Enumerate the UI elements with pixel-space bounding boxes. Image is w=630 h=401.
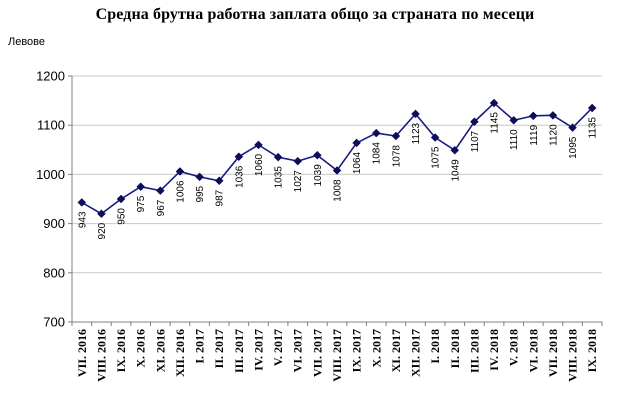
data-label: 1049 [450, 159, 461, 182]
data-point [587, 103, 597, 113]
data-point [450, 145, 460, 155]
x-tick-label: V. 2017 [271, 329, 285, 366]
x-tick-label: III. 2018 [467, 329, 481, 373]
data-label: 1036 [234, 165, 245, 188]
data-point [195, 172, 204, 182]
data-point [411, 109, 420, 119]
data-point [371, 128, 381, 138]
data-point [391, 131, 401, 141]
data-point [77, 198, 87, 207]
data-label: 943 [77, 211, 88, 228]
data-point [332, 166, 342, 175]
data-label: 1110 [509, 129, 520, 150]
data-label: 1084 [372, 142, 383, 165]
x-tick-label: VIII. 2018 [566, 329, 580, 382]
data-point [430, 133, 440, 142]
x-tick-label: V. 2018 [507, 329, 521, 366]
data-point [470, 117, 479, 127]
data-label: 1119 [529, 124, 540, 145]
data-label: 1035 [274, 166, 285, 189]
data-point [214, 176, 224, 186]
x-tick-label: VII. 2017 [310, 329, 324, 377]
y-tick-label: 1100 [37, 118, 65, 133]
x-tick-label: IV. 2017 [251, 329, 265, 371]
data-label: 1107 [470, 130, 481, 152]
data-point [234, 152, 244, 162]
data-label: 950 [117, 208, 128, 225]
data-label: 1145 [490, 112, 501, 134]
x-tick-label: I. 2017 [193, 329, 207, 364]
data-label: 995 [195, 185, 206, 202]
y-axis-unit-label: Левове [8, 36, 46, 48]
x-tick-labels: VII. 2016 VIII. 2016 IX. 2016 X. 2016 XI. 20… [75, 329, 599, 382]
x-tick-label: VII. 2016 [75, 329, 89, 377]
x-tick-label: IX. 2018 [585, 329, 599, 372]
data-label: 1027 [293, 170, 304, 193]
x-tick-label: II. 2018 [448, 329, 462, 368]
data-label: 1123 [411, 122, 422, 144]
data-point [155, 186, 165, 195]
data-point [273, 152, 283, 162]
data-label: 1135 [588, 117, 599, 139]
x-tick-label: XI. 2016 [153, 329, 167, 372]
data-point [254, 140, 263, 150]
data-point [489, 98, 499, 108]
y-tick-label: 800 [43, 265, 65, 280]
x-tick-label: VIII. 2016 [94, 329, 108, 382]
x-tick-label: VII. 2018 [546, 329, 560, 377]
data-point [116, 194, 126, 204]
data-label: 975 [136, 195, 147, 212]
x-tick-label: III. 2017 [232, 329, 246, 373]
data-point [293, 156, 303, 166]
x-tick-label: IX. 2017 [350, 329, 364, 372]
x-tick-label: IX. 2016 [114, 329, 128, 372]
x-tick-label: XII. 2017 [409, 329, 423, 377]
y-tick-label: 900 [43, 216, 65, 231]
x-tick-label: X. 2017 [369, 329, 383, 368]
x-tick-label: I. 2018 [428, 329, 442, 364]
data-point [313, 150, 322, 160]
data-label: 987 [215, 189, 226, 206]
data-label: 1008 [333, 179, 344, 202]
axes [68, 75, 603, 326]
data-label: 1120 [548, 124, 559, 146]
data-label: 1006 [175, 180, 186, 203]
chart-title: Средна брутна работна заплата общо за ст… [95, 6, 535, 23]
data-point [509, 115, 519, 125]
data-point [352, 138, 361, 148]
data-point [97, 209, 106, 219]
data-label: 1064 [352, 151, 363, 174]
y-tick-labels: 700 800 900 1000 1100 1200 [36, 69, 65, 330]
data-label: 1078 [391, 145, 402, 168]
y-tick-label: 1000 [36, 167, 65, 182]
x-tick-label: VI. 2017 [291, 329, 305, 372]
data-points [77, 98, 597, 219]
x-tick-label: XI. 2017 [389, 329, 403, 372]
data-label: 1060 [254, 153, 265, 176]
data-point [568, 123, 577, 133]
x-tick-label: X. 2016 [134, 329, 148, 368]
x-tick-label: XII. 2016 [173, 329, 187, 377]
data-label: 1095 [568, 136, 579, 159]
data-label: 920 [97, 222, 108, 239]
x-tick-label: IV. 2018 [487, 329, 501, 371]
x-tick-label: VI. 2018 [526, 329, 540, 372]
data-label: 1075 [431, 146, 442, 169]
data-label: 967 [156, 199, 167, 216]
y-tick-label: 1200 [36, 69, 65, 84]
data-labels: 943 920 950 975 967 1006 995 987 1036 1060 1035 102… [77, 112, 598, 240]
y-tick-label: 700 [43, 315, 65, 330]
x-tick-label: II. 2017 [212, 329, 226, 368]
x-tick-label: VIII. 2017 [330, 329, 344, 382]
data-point [548, 111, 558, 120]
data-point [528, 111, 538, 121]
data-point [175, 167, 185, 176]
data-point [136, 182, 146, 192]
data-label: 1039 [313, 164, 324, 187]
